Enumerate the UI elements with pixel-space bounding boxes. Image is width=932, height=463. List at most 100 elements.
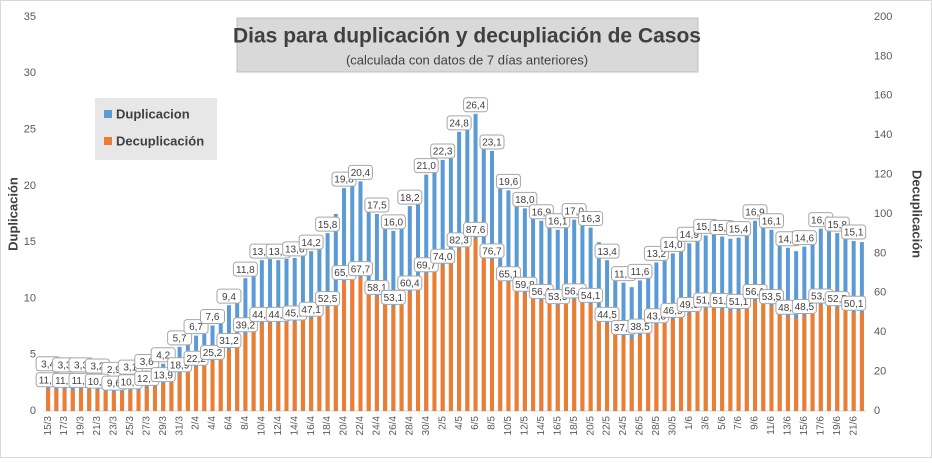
bar [785,316,790,411]
data-label: 54,1 [581,291,601,302]
data-label-box [627,263,653,279]
data-label: 4,2 [156,350,170,361]
bar [202,365,207,411]
legend-label: Decuplicación [116,133,204,148]
y2-axis-title: Decuplicación [910,170,925,258]
data-label: 10,6 [88,377,108,388]
y2-tick-label: 120 [874,169,892,181]
bar [851,312,856,411]
data-label: 16,0 [384,218,404,229]
bar [136,390,141,411]
bar [251,327,256,411]
data-label: 19,8 [334,175,354,186]
x-tick-label: 11/6 [766,416,777,435]
data-label: 74,0 [433,252,453,263]
bar [416,283,421,411]
y2-tick-label: 200 [874,11,892,23]
data-label-box [463,97,489,113]
data-label-box [364,197,390,213]
bar [646,329,651,411]
bar [457,248,462,411]
x-tick-label: 6/5 [470,416,481,430]
data-label-box [413,158,439,174]
data-label: 16,1 [762,216,782,227]
data-label: 47,1 [301,305,321,316]
bar [481,250,486,411]
data-label-box [594,306,620,322]
data-label: 12,0 [137,374,157,385]
data-label-box [216,333,242,349]
bar [54,389,59,411]
bar [794,318,799,411]
data-label: 26,4 [466,100,486,111]
bar [259,323,264,411]
data-label: 39,2 [236,320,256,331]
bar [358,277,363,411]
y-tick-label: 5 [30,349,36,361]
x-tick-label: 29/3 [158,416,169,436]
data-label-box [446,115,472,131]
data-label-box [791,230,817,246]
data-label: 11,3 [39,375,58,386]
data-label: 22,3 [433,147,453,158]
data-label: 19,6 [499,177,519,188]
data-label: 76,7 [482,247,502,258]
bar [309,318,314,411]
data-label: 58,1 [367,283,387,294]
y2-tick-label: 0 [874,405,880,417]
legend-swatch [104,137,112,145]
x-tick-label: 27/3 [141,416,152,436]
x-tick-label: 28/5 [651,416,662,436]
data-label: 18,9 [170,360,190,371]
bar [87,389,92,411]
data-label: 11,6 [631,267,650,278]
data-label-box [232,261,258,277]
data-label: 6,7 [189,322,203,333]
bar [629,339,634,411]
y-tick-label: 0 [30,405,36,417]
data-label: 14,5 [778,234,798,245]
data-label: 13,2 [647,249,667,260]
bar [859,312,864,411]
bar [662,321,667,411]
data-label-box [380,289,406,305]
bar [128,390,133,411]
data-label: 14,9 [680,230,700,241]
x-tick-label: 12/5 [520,416,531,436]
data-label-box [430,143,456,159]
bar [563,302,568,411]
y2-tick-label: 140 [874,129,892,141]
bar [276,323,281,411]
bar [621,336,626,411]
bar [703,308,708,411]
bar [161,383,166,411]
y-axis-title: Duplicación [5,177,20,251]
x-tick-label: 21/3 [92,416,103,436]
bar [835,307,840,411]
x-tick-label: 2/5 [437,416,448,430]
bar [588,304,593,411]
data-label: 53,5 [548,292,568,303]
data-label: 5,7 [173,333,187,344]
data-label: 16,1 [548,216,568,227]
data-label-box [315,216,341,232]
legend-label: Duplicacion [116,106,190,121]
chart-subtitle: (calculada con datos de 7 días anteriore… [346,52,588,67]
bar [744,306,749,411]
bar [605,323,610,411]
chart-title: Dias para duplicación y decupliación de … [233,25,701,48]
bar [235,342,240,411]
bar [736,310,741,411]
data-label: 67,7 [351,264,371,275]
data-label-box [298,234,324,250]
data-label: 45,2 [285,309,305,320]
data-label: 21,0 [416,161,436,172]
data-label: 3,4 [41,359,55,370]
bar [226,349,231,411]
x-tick-label: 6/4 [224,416,235,430]
x-tick-label: 15/6 [799,416,810,436]
data-label: 11,0 [55,376,74,387]
data-label-box [495,173,521,189]
data-label: 13,4 [597,247,617,258]
data-label-box [397,275,423,291]
